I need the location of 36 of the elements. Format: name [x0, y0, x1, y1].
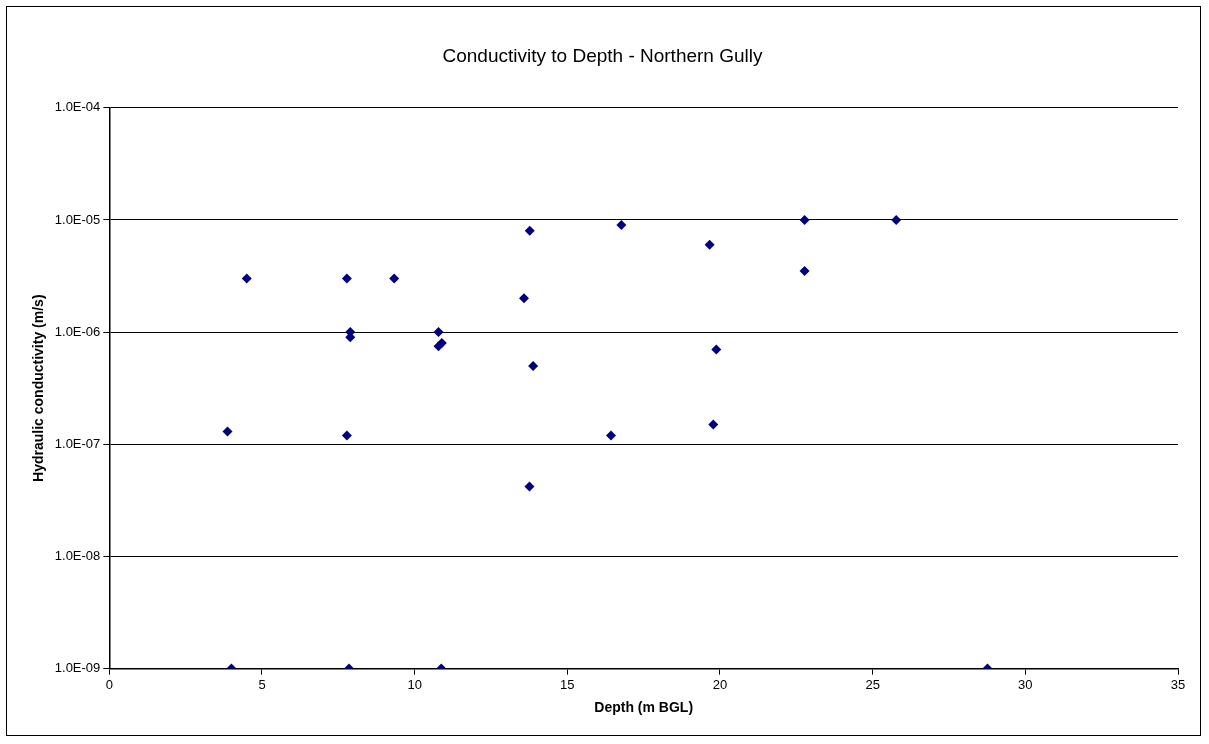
x-tick-label: 5	[258, 676, 266, 692]
point	[433, 327, 444, 338]
x-tick-label: 20	[712, 676, 728, 692]
x-tick-label: 25	[865, 676, 880, 692]
point	[891, 214, 902, 225]
y-tick-label: 1.0E-08	[54, 548, 101, 564]
point	[799, 214, 810, 225]
point	[222, 426, 233, 437]
chart-title: Conductivity to Depth - Northern Gully	[442, 44, 763, 66]
point	[433, 341, 444, 352]
x-tick-label: 30	[1018, 676, 1033, 692]
point	[799, 266, 810, 277]
x-axis-title: Depth (m BGL)	[594, 699, 694, 716]
y-axis-title: Hydraulic conductivity (m/s)	[30, 294, 47, 482]
y-tick-label: 1.0E-05	[54, 211, 101, 227]
point	[616, 220, 627, 231]
point	[704, 239, 715, 250]
x-tick-label: 15	[560, 676, 575, 692]
point	[606, 430, 616, 441]
point	[341, 273, 352, 284]
y-tick-label: 1.0E-06	[54, 323, 101, 339]
x-tick-label: 0	[105, 676, 113, 692]
point	[518, 293, 529, 304]
point	[241, 273, 252, 284]
point	[708, 419, 719, 430]
point	[524, 481, 535, 492]
point	[389, 273, 400, 284]
x-tick-label: 35	[1170, 676, 1186, 692]
point	[341, 430, 352, 441]
x-tick-label: 10	[407, 676, 422, 692]
y-tick-label: 1.0E-07	[54, 435, 101, 451]
y-tick-label: 1.0E-09	[54, 660, 101, 676]
point	[528, 360, 539, 371]
point	[711, 344, 722, 355]
point	[524, 225, 535, 236]
y-tick-label: 1.0E-04	[54, 99, 101, 115]
